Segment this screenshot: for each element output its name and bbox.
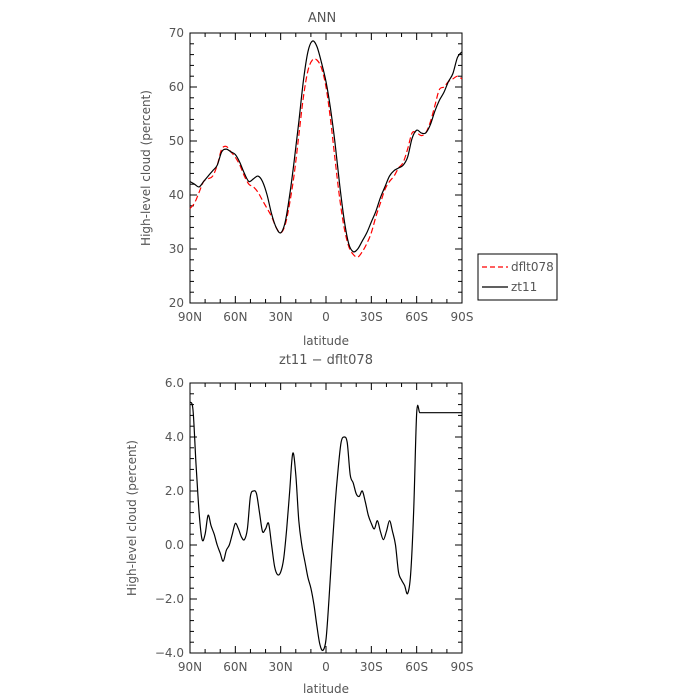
bottom-x-tick-label: 90S <box>451 660 474 674</box>
bottom-x-tick-label: 30N <box>269 660 293 674</box>
top-plot-frame <box>189 32 463 304</box>
legend-label-dflt078: dflt078 <box>511 260 554 274</box>
legend-label-zt11: zt11 <box>511 280 537 294</box>
legend: dflt078 zt11 <box>477 253 558 301</box>
top-y-tick-label: 70 <box>169 26 184 40</box>
top-y-tick-label: 40 <box>169 188 184 202</box>
bottom-ticks <box>189 382 463 654</box>
top-x-tick-label: 60S <box>405 310 428 324</box>
bottom-x-axis-label: latitude <box>303 682 349 696</box>
top-y-tick-label: 50 <box>169 134 184 148</box>
bottom-lines <box>189 401 462 652</box>
bottom-x-tick-label: 0 <box>322 660 330 674</box>
top-x-axis-label: latitude <box>303 334 349 348</box>
bottom-y-tick-label: 2.0 <box>165 484 184 498</box>
top-panel: ANN 90N 60N 30N 0 30S 60S 90S 20 30 40 50 60 70 lati… <box>139 11 473 348</box>
bottom-y-tick-label: 0.0 <box>165 538 184 552</box>
top-y-tick-label: 30 <box>169 242 184 256</box>
top-y-tick-label: 60 <box>169 80 184 94</box>
bottom-y-tick-label: −2.0 <box>155 592 184 606</box>
top-y-axis-label: High-level cloud (percent) <box>139 90 153 246</box>
top-tick-labels: 90N 60N 30N 0 30S 60S 90S 20 30 40 50 60 70 <box>169 26 474 324</box>
top-x-tick-label: 60N <box>223 310 247 324</box>
top-x-tick-label: 30N <box>269 310 293 324</box>
top-x-tick-label: 0 <box>322 310 330 324</box>
bottom-y-tick-label: −4.0 <box>155 646 184 660</box>
bottom-x-tick-label: 60S <box>405 660 428 674</box>
top-x-tick-label: 90N <box>178 310 202 324</box>
bottom-tick-labels: 90N 60N 30N 0 30S 60S 90S −4.0 −2.0 0.0 2.0 4.0 6.0 <box>155 376 474 674</box>
bottom-x-tick-label: 90N <box>178 660 202 674</box>
top-ticks <box>189 32 463 304</box>
bottom-x-tick-label: 30S <box>360 660 383 674</box>
bottom-chart-title: zt11 − dflt078 <box>279 353 373 368</box>
top-series-line-zt11 <box>189 40 463 253</box>
bottom-plot-frame <box>189 382 463 654</box>
top-series-line-dflt078 <box>189 58 463 258</box>
bottom-series-line-diff-0 <box>189 401 462 652</box>
bottom-y-tick-label: 6.0 <box>165 376 184 390</box>
top-y-tick-label: 20 <box>169 296 184 310</box>
top-chart-title: ANN <box>308 11 336 26</box>
bottom-x-tick-label: 60N <box>223 660 247 674</box>
legend-box <box>477 253 558 301</box>
bottom-y-tick-label: 4.0 <box>165 430 184 444</box>
top-x-tick-label: 90S <box>451 310 474 324</box>
top-lines <box>189 40 463 258</box>
bottom-y-axis-label: High-level cloud (percent) <box>125 440 139 596</box>
bottom-panel: zt11 − dflt078 90N 60N 30N 0 30S 60S 90S −4.0 −2… <box>125 353 473 696</box>
top-x-tick-label: 30S <box>360 310 383 324</box>
